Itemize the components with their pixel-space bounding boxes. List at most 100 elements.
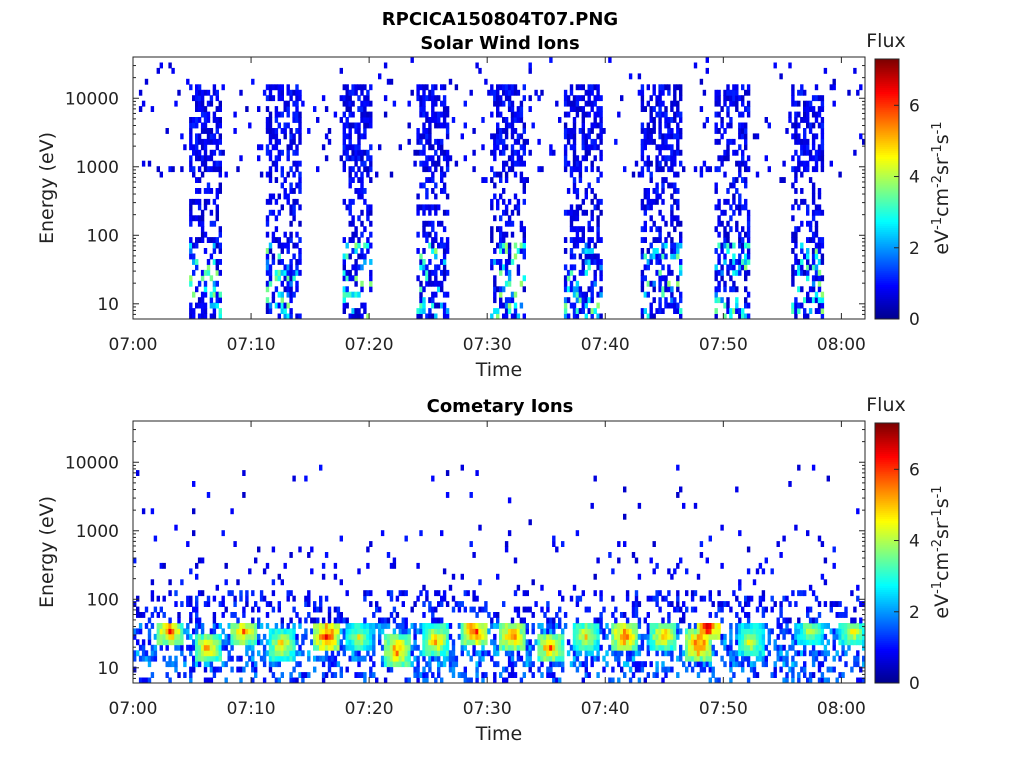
heatmap-cell: [729, 633, 733, 640]
heatmap-cell: [513, 291, 518, 298]
heatmap-cell: [292, 291, 296, 298]
heatmap-cell: [313, 628, 317, 635]
heatmap-cell: [313, 623, 317, 629]
heatmap-cell: [422, 149, 426, 156]
heatmap-cell: [741, 666, 745, 673]
heatmap-cell: [575, 280, 580, 287]
colorbar-segment: [875, 526, 899, 530]
heatmap-cell: [814, 166, 819, 173]
heatmap-cell: [268, 117, 273, 123]
heatmap-cell: [729, 661, 733, 668]
heatmap-cell: [265, 106, 270, 112]
heatmap-cell: [499, 297, 503, 304]
heatmap-cell: [758, 644, 763, 651]
heatmap-cell: [584, 166, 588, 173]
heatmap-cell: [254, 666, 258, 673]
heatmap-cell: [690, 650, 695, 657]
heatmap-cell: [755, 623, 760, 629]
heatmap-cell: [841, 672, 845, 678]
heatmap-cell: [519, 617, 524, 624]
heatmap-cell: [242, 633, 246, 640]
colorbar-segment: [875, 211, 899, 214]
heatmap-cell: [298, 248, 302, 254]
heatmap-cell: [434, 606, 438, 613]
heatmap-cell: [493, 182, 497, 189]
colorbar-segment: [875, 280, 899, 283]
heatmap-cell: [785, 655, 789, 662]
heatmap-cell: [271, 291, 276, 298]
heatmap-cell: [218, 313, 222, 320]
heatmap-cell: [744, 612, 748, 618]
colorbar-segment: [875, 660, 899, 664]
heatmap-cell: [206, 601, 211, 607]
heatmap-cell: [584, 111, 588, 118]
heatmap-cell: [339, 67, 343, 74]
heatmap-cell: [572, 155, 577, 162]
heatmap-cell: [528, 67, 532, 74]
heatmap-cell: [655, 259, 659, 265]
heatmap-cell: [823, 623, 828, 629]
heatmap-cell: [490, 259, 494, 265]
heatmap-cell: [271, 297, 276, 304]
heatmap-cell: [428, 280, 432, 287]
heatmap-cell: [808, 264, 813, 271]
heatmap-cell: [292, 209, 296, 216]
heatmap-cell: [265, 650, 270, 657]
heatmap-cell: [640, 313, 645, 320]
heatmap-cell: [215, 633, 219, 640]
heatmap-cell: [425, 111, 429, 118]
heatmap-cell: [372, 661, 376, 668]
heatmap-cell: [817, 601, 822, 607]
colorbar-segment: [875, 176, 899, 180]
heatmap-cell: [212, 612, 217, 618]
heatmap-cell: [862, 601, 866, 607]
heatmap-cell: [348, 171, 352, 178]
heatmap-cell: [422, 297, 426, 304]
heatmap-cell: [620, 628, 624, 635]
heatmap-cell: [499, 215, 503, 222]
colorbar-segment: [875, 274, 899, 277]
heatmap-cell: [330, 633, 335, 640]
heatmap-cell: [209, 220, 214, 227]
heatmap-cell: [738, 144, 742, 151]
heatmap-cell: [702, 623, 707, 629]
heatmap-cell: [206, 188, 211, 194]
heatmap-cell: [481, 639, 485, 646]
heatmap-cell: [808, 106, 813, 112]
heatmap-cell: [646, 193, 650, 200]
heatmap-cell: [268, 601, 273, 607]
heatmap-cell: [440, 177, 444, 183]
heatmap-cell: [744, 302, 748, 309]
heatmap-cell: [159, 628, 163, 635]
heatmap-cell: [380, 655, 385, 662]
heatmap-cell: [581, 106, 585, 112]
heatmap-cell: [345, 269, 349, 276]
heatmap-cell: [779, 606, 783, 613]
heatmap-cell: [584, 100, 588, 107]
heatmap-cell: [327, 633, 332, 640]
heatmap-cell: [537, 644, 541, 651]
heatmap-cell: [230, 590, 234, 597]
heatmap-cell: [761, 661, 766, 668]
heatmap-cell: [348, 138, 352, 145]
heatmap-cell: [248, 633, 252, 640]
heatmap-cell: [643, 275, 647, 282]
heatmap-cell: [693, 166, 698, 173]
heatmap-cell: [268, 275, 273, 282]
heatmap-cell: [502, 666, 506, 673]
heatmap-cell: [386, 590, 391, 597]
heatmap-cell: [685, 633, 689, 640]
heatmap-cell: [153, 644, 158, 651]
heatmap-cell: [212, 237, 217, 243]
heatmap-cell: [649, 160, 653, 167]
heatmap-cell: [478, 650, 482, 657]
heatmap-cell: [746, 568, 751, 575]
heatmap-cell: [782, 177, 786, 183]
heatmap-cell: [434, 231, 438, 238]
heatmap-cell: [289, 209, 293, 216]
heatmap-cell: [168, 655, 172, 662]
heatmap-cell: [215, 655, 219, 662]
heatmap-cell: [862, 628, 866, 635]
heatmap-cell: [156, 633, 160, 640]
heatmap-cell: [493, 286, 497, 293]
